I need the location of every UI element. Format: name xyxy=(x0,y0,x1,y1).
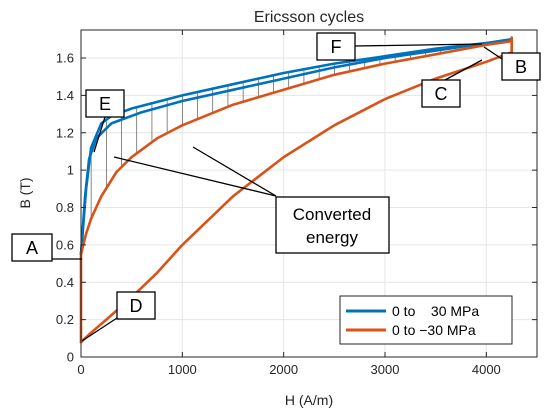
y-tick-label-5: 1 xyxy=(67,163,74,178)
y-tick-label-8: 1.6 xyxy=(56,51,74,66)
label-b: B xyxy=(515,57,527,77)
y-tick-label-2: 0.4 xyxy=(56,275,74,290)
leader-e xyxy=(93,116,106,153)
leader-converted-2 xyxy=(192,146,277,197)
label-b-box: B xyxy=(501,52,541,81)
curves xyxy=(79,36,514,344)
y-tick-label-3: 0.6 xyxy=(56,237,74,252)
x-tick-label-0: 0 xyxy=(77,362,84,377)
leader-b xyxy=(483,46,503,60)
leader-f xyxy=(354,43,483,47)
annotation-leaders xyxy=(52,43,503,342)
x-tick-label-4: 4000 xyxy=(472,362,501,377)
legend: 0 to 30 MPa 0 to −30 MPa xyxy=(339,295,513,345)
x-tick-label-1: 1000 xyxy=(168,362,197,377)
y-tick-label-1: 0.2 xyxy=(56,312,74,327)
y-tick-label-6: 1.2 xyxy=(56,125,74,140)
y-tick-label-4: 0.8 xyxy=(56,200,74,215)
tick-labels: 0 1000 2000 3000 4000 0 0.2 0.4 0.6 0.8 1 1.2 1.4 1.6 xyxy=(56,51,501,377)
label-a-box: A xyxy=(11,233,53,262)
series-0-segment-1 xyxy=(79,37,514,256)
label-c-box: C xyxy=(421,79,461,108)
series-1-segment-0 xyxy=(79,39,514,256)
x-axis-label: H (A/m) xyxy=(285,392,333,408)
label-f-box: F xyxy=(316,32,356,61)
series-0-segment-0 xyxy=(79,37,514,256)
plot-frame xyxy=(80,29,538,358)
leader-converted-1 xyxy=(113,156,277,197)
x-tick-label-3: 3000 xyxy=(371,362,400,377)
y-tick-label-0: 0 xyxy=(67,350,74,365)
label-d-box: D xyxy=(116,291,156,320)
label-c: C xyxy=(435,84,448,104)
label-d: D xyxy=(130,296,143,316)
y-axis-label: B (T) xyxy=(17,177,33,208)
leader-d xyxy=(81,317,118,342)
y-tick-label-7: 1.4 xyxy=(56,88,74,103)
leader-c xyxy=(444,59,483,81)
x-tick-label-2: 2000 xyxy=(269,362,298,377)
chart-title: Ericsson cycles xyxy=(254,9,364,26)
converted-energy-box: Converted energy xyxy=(275,196,390,254)
label-e: E xyxy=(99,94,111,114)
converted-energy-line-1: Converted xyxy=(293,205,371,224)
label-e-box: E xyxy=(85,89,125,118)
converted-energy-line-2: energy xyxy=(306,228,358,247)
label-f: F xyxy=(331,37,342,57)
label-a: A xyxy=(26,238,38,258)
series-1-segment-1 xyxy=(79,51,514,344)
legend-label-1: 0 to −30 MPa xyxy=(392,322,476,338)
legend-label-0: 0 to 30 MPa xyxy=(392,303,479,319)
